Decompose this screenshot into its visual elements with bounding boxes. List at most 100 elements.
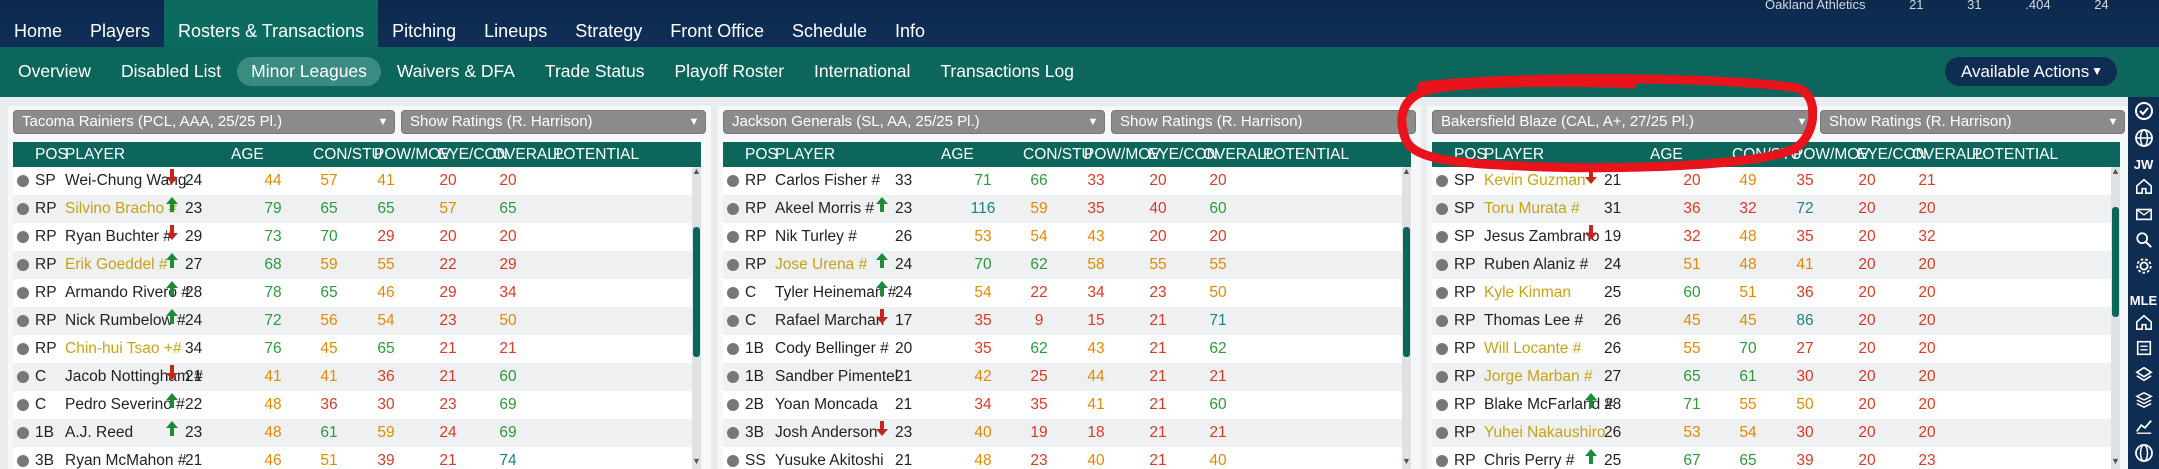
scrollbar-thumb[interactable] [693, 227, 700, 357]
column-header-potential[interactable]: POTENTIAL [553, 146, 640, 163]
nav-item-front-office[interactable]: Front Office [670, 21, 764, 41]
column-header-pow-mov[interactable]: POW/MOV [374, 146, 451, 163]
player-name[interactable]: Rafael Marchan [775, 312, 885, 329]
column-header-pos[interactable]: POS [35, 146, 68, 163]
column-header-age[interactable]: AGE [941, 146, 974, 163]
player-name[interactable]: A.J. Reed [65, 424, 134, 441]
table-row[interactable]: RP Nick Rumbelow #24 72 56 54 23 50 [13, 307, 701, 335]
player-name[interactable]: Will Locante # [1484, 340, 1582, 357]
player-name[interactable]: Jacob Nottingham # [65, 368, 203, 385]
table-row[interactable]: SS Yusuke Akitoshi 21 48 23 40 21 40 [723, 447, 1411, 469]
column-header-player[interactable]: PLAYER [1484, 146, 1545, 163]
nav-item-pitching[interactable]: Pitching [392, 21, 457, 41]
subnav-item-overview[interactable]: Overview [18, 61, 91, 81]
mle-label[interactable]: MLE [2129, 293, 2158, 308]
nav-item-rosters-transactions[interactable]: Rosters & Transactions [164, 0, 379, 47]
nav-item-lineups[interactable]: Lineups [484, 21, 548, 41]
table-row[interactable]: 2B Yoan Moncada 21 34 35 41 21 60 [723, 391, 1411, 419]
nav-item-schedule[interactable]: Schedule [791, 21, 868, 41]
table-row[interactable]: RP Jorge Marban # 27 65 61 30 20 20 [1432, 363, 2120, 391]
chart-icon[interactable] [2132, 417, 2155, 439]
table-row[interactable]: SP Wei-Chung Wang 24 44 57 41 20 20 [13, 167, 701, 195]
player-name[interactable]: Kyle Kinman [1484, 284, 1572, 301]
table-row[interactable]: RP Armando Rivero #28 78 65 46 29 34 [13, 279, 701, 307]
table-row[interactable]: RP Will Locante # 26 55 70 27 20 20 [1432, 335, 2120, 363]
check-circle-icon[interactable] [2132, 101, 2155, 123]
table-row[interactable]: RP Jose Urena # 24 70 62 58 55 55 [723, 251, 1411, 279]
subnav-item-playoff-roster[interactable]: Playoff Roster [674, 61, 785, 81]
scroll-up-arrow[interactable]: ▲ [1402, 166, 1411, 176]
table-row[interactable]: SP Jesus Zambrano 19 32 48 35 20 32 [1432, 223, 2120, 251]
ratings-select[interactable]: Show Ratings (R. Harrison) ▼ [401, 110, 706, 134]
table-row[interactable]: 1B A.J. Reed 23 48 61 59 24 69 [13, 419, 701, 447]
player-name[interactable]: Thomas Lee # [1484, 312, 1584, 329]
globe-icon-2[interactable] [2132, 443, 2155, 465]
nav-item-strategy[interactable]: Strategy [575, 21, 643, 41]
scroll-up-arrow[interactable]: ▲ [2111, 166, 2120, 176]
column-header-eye-con[interactable]: EYE/CON [1857, 146, 1927, 163]
nav-item-players[interactable]: Players [90, 21, 151, 41]
table-row[interactable]: RP Nik Turley # 26 53 54 43 20 20 [723, 223, 1411, 251]
player-name[interactable]: Tyler Heineman # [775, 284, 897, 301]
ratings-select[interactable]: Show Ratings (R. Harrison) ▼ [1820, 110, 2125, 134]
column-header-potential[interactable]: POTENTIAL [1972, 146, 2059, 163]
table-row[interactable]: C Pedro Severino #22 48 36 30 23 69 [13, 391, 701, 419]
column-header-overall[interactable]: OVERALL [493, 146, 565, 163]
player-name[interactable]: Wei-Chung Wang [65, 172, 187, 189]
ratings-select[interactable]: Show Ratings (R. Harrison) ▼ [1111, 110, 1416, 134]
column-header-con-stu[interactable]: CON/STU [313, 146, 383, 163]
player-name[interactable]: Yoan Moncada [775, 396, 878, 413]
table-row[interactable]: RP Kyle Kinman 25 60 51 36 20 20 [1432, 279, 2120, 307]
player-name[interactable]: Nick Rumbelow # [65, 312, 186, 329]
column-header-eye-con[interactable]: EYE/CON [438, 146, 508, 163]
player-name[interactable]: Chris Perry # [1484, 452, 1575, 469]
subnav-item-transactions-log[interactable]: Transactions Log [940, 61, 1074, 81]
subnav-item-minor-leagues[interactable]: Minor Leagues [237, 57, 381, 86]
table-row[interactable]: 3B Ryan McMahon #21 46 51 39 21 74 [13, 447, 701, 469]
table-row[interactable]: 1B Cody Bellinger # 20 35 62 43 21 62 [723, 335, 1411, 363]
column-header-potential[interactable]: POTENTIAL [1263, 146, 1350, 163]
stack-icon[interactable] [2132, 391, 2155, 413]
scrollbar-thumb[interactable] [1403, 227, 1410, 357]
column-header-pos[interactable]: POS [745, 146, 778, 163]
column-header-pos[interactable]: POS [1454, 146, 1487, 163]
table-row[interactable]: RP Carlos Fisher # 33 71 66 33 20 20 [723, 167, 1411, 195]
table-row[interactable]: RP Thomas Lee # 26 45 45 86 20 20 [1432, 307, 2120, 335]
player-name[interactable]: Ruben Alaniz # [1484, 256, 1589, 273]
column-header-overall[interactable]: OVERALL [1912, 146, 1984, 163]
player-name[interactable]: Blake McFarland # [1484, 396, 1614, 413]
table-row[interactable]: RP Ruben Alaniz # 24 51 48 41 20 20 [1432, 251, 2120, 279]
player-name[interactable]: Jorge Marban # [1484, 368, 1593, 385]
nav-item-info[interactable]: Info [895, 21, 926, 41]
scroll-down-arrow[interactable]: ▼ [1402, 456, 1411, 466]
player-name[interactable]: Armando Rivero # [65, 284, 190, 301]
player-name[interactable]: Akeel Morris # [775, 200, 875, 217]
player-name[interactable]: Erik Goeddel # [65, 256, 168, 273]
subnav-item-trade-status[interactable]: Trade Status [544, 61, 645, 81]
scrollbar-thumb[interactable] [2112, 207, 2119, 317]
initials-jw[interactable]: JW [2133, 157, 2154, 172]
table-row[interactable]: 1B Sandber Pimentel 21 42 25 44 21 21 [723, 363, 1411, 391]
column-header-con-stu[interactable]: CON/STU [1023, 146, 1093, 163]
player-name[interactable]: Cody Bellinger # [775, 340, 889, 357]
player-name[interactable]: Silvino Bracho # [65, 200, 178, 217]
table-row[interactable]: SP Kevin Guzman 21 20 49 35 20 21 [1432, 167, 2120, 195]
table-row[interactable]: RP Chris Perry # 25 67 65 39 20 23 [1432, 447, 2120, 469]
table-row[interactable]: RP Chin-hui Tsao +# 34 76 45 65 21 21 [13, 335, 701, 363]
player-name[interactable]: Josh Anderson [775, 424, 878, 441]
available-actions-button[interactable]: Available Actions ▼ [1945, 57, 2117, 86]
column-header-age[interactable]: AGE [231, 146, 264, 163]
scroll-up-arrow[interactable]: ▲ [692, 166, 701, 176]
vertical-scrollbar[interactable]: ▲ ▼ [692, 167, 701, 469]
mail-icon[interactable] [2132, 205, 2155, 227]
subnav-item-disabled-list[interactable]: Disabled List [120, 61, 222, 81]
subnav-item-international[interactable]: International [814, 61, 911, 81]
column-header-pow-mov[interactable]: POW/MOV [1084, 146, 1161, 163]
table-row[interactable]: RP Ryan Buchter # 29 73 70 29 20 20 [13, 223, 701, 251]
player-name[interactable]: Pedro Severino # [65, 396, 185, 413]
table-row[interactable]: RP Erik Goeddel # 27 68 59 55 22 29 [13, 251, 701, 279]
table-row[interactable]: SP Toru Murata # 31 36 32 72 20 20 [1432, 195, 2120, 223]
vertical-scrollbar[interactable]: ▲ ▼ [2111, 167, 2120, 469]
home-icon-2[interactable] [2132, 313, 2155, 335]
table-row[interactable]: C Jacob Nottingham #21 41 41 36 21 60 [13, 363, 701, 391]
